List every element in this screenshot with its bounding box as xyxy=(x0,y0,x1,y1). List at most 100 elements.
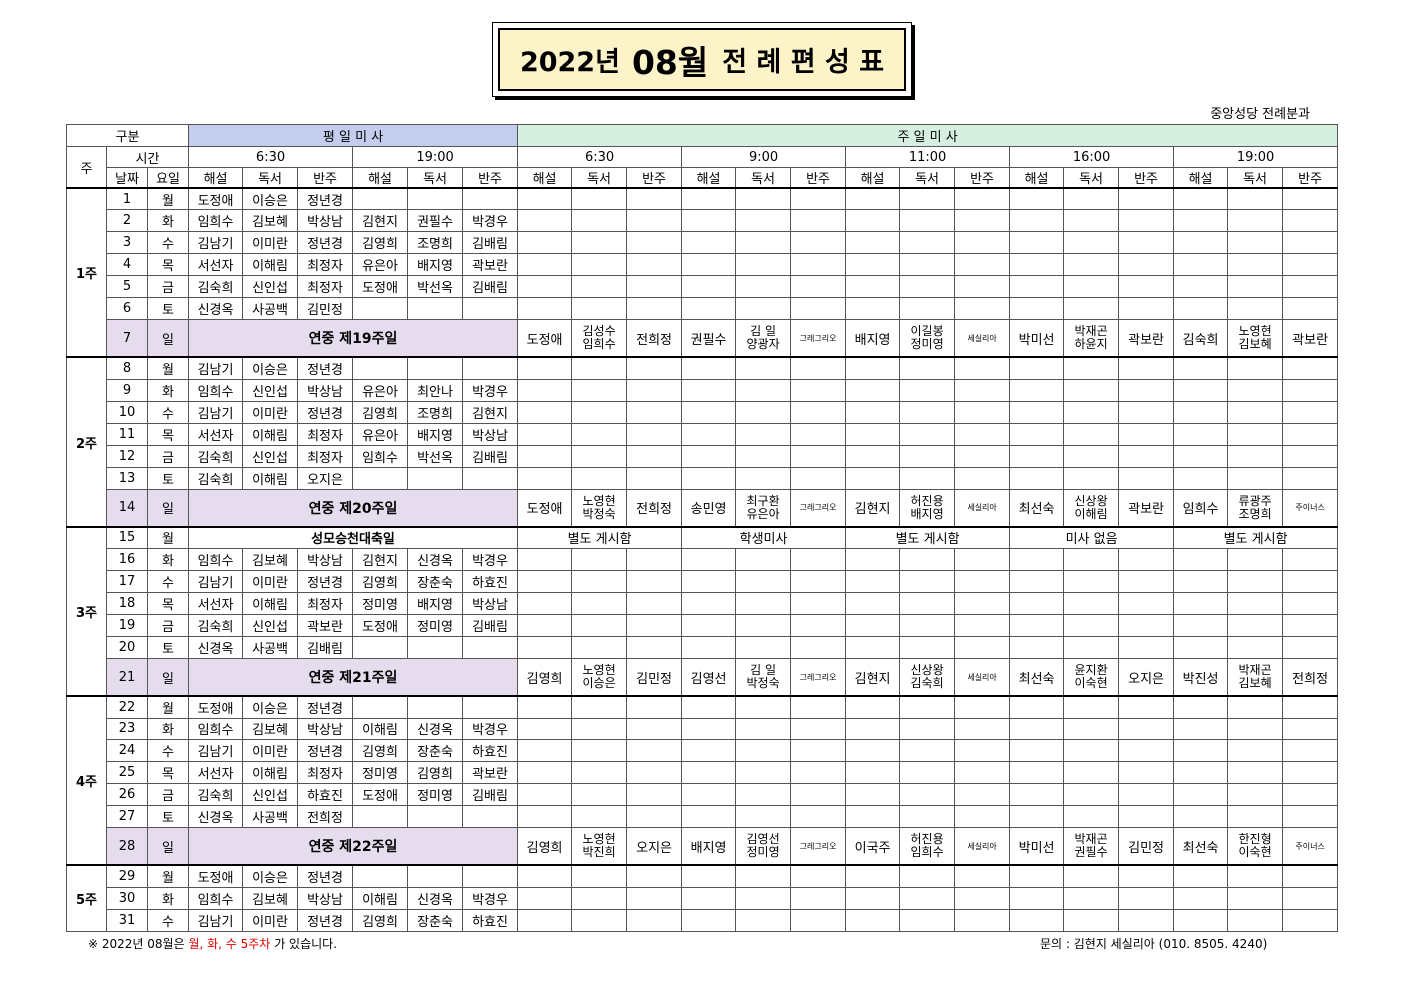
date-cell: 25 xyxy=(106,761,148,785)
empty-cell xyxy=(571,761,628,785)
empty-cell xyxy=(735,231,792,255)
empty-cell xyxy=(626,231,683,255)
empty-cell xyxy=(1009,548,1065,572)
weekday-assignee: 신경옥 xyxy=(188,635,244,659)
day-cell: 수 xyxy=(146,231,190,255)
empty-cell xyxy=(681,695,737,719)
empty-cell xyxy=(1063,253,1120,277)
sunday-assignee: 김성수 임희수 xyxy=(571,319,628,358)
empty-cell xyxy=(1173,466,1229,490)
weekday-assignee: 신인섭 xyxy=(242,444,299,468)
empty-cell xyxy=(1173,695,1229,719)
empty-cell xyxy=(1009,466,1065,490)
empty-cell xyxy=(626,614,683,637)
empty-cell xyxy=(790,253,847,277)
date-cell: 23 xyxy=(106,717,148,741)
date-cell: 11 xyxy=(106,422,148,446)
empty-cell xyxy=(681,592,737,616)
date-cell: 1 xyxy=(106,187,148,211)
empty-cell xyxy=(954,187,1011,211)
empty-cell xyxy=(1118,592,1175,616)
date-cell: 10 xyxy=(106,400,148,424)
weekday-assignee: 이해림 xyxy=(242,253,299,277)
sunday-title: 연중 제21주일 xyxy=(188,657,519,697)
empty-cell xyxy=(1063,378,1120,402)
empty-cell xyxy=(1063,761,1120,785)
day-cell: 금 xyxy=(146,444,190,468)
empty-cell xyxy=(1227,805,1284,829)
empty-cell xyxy=(899,805,956,829)
sunday-assignee: 김영선 xyxy=(681,657,737,697)
header-sunday-time: 9:00 xyxy=(681,146,847,168)
header-sunday-mass: 주 일 미 사 xyxy=(517,123,1339,148)
date-cell: 8 xyxy=(106,356,148,380)
footer-note: ※ 2022년 08월은 월, 화, 수 5주차 가 있습니다. xyxy=(88,935,337,952)
empty-cell xyxy=(517,378,573,402)
day-cell: 수 xyxy=(146,908,190,933)
sunday-assignee: 박진성 xyxy=(1173,657,1229,697)
weekday-assignee: 도정애 xyxy=(352,614,409,637)
empty-cell xyxy=(899,444,956,468)
header-date: 날짜 xyxy=(106,166,148,189)
sunday-assignee: 노영현 이승은 xyxy=(571,657,628,697)
weekday-assignee xyxy=(462,695,519,719)
empty-cell xyxy=(626,275,683,299)
empty-cell xyxy=(790,695,847,719)
empty-cell xyxy=(899,253,956,277)
empty-cell xyxy=(735,187,792,211)
sunday-assignee: 윤지환 이숙현 xyxy=(1063,657,1120,697)
sunday-assignee: 전희정 xyxy=(626,319,683,358)
weekday-assignee: 김현지 xyxy=(462,400,519,424)
empty-cell xyxy=(1282,908,1339,933)
empty-cell xyxy=(517,635,573,659)
empty-cell xyxy=(1009,805,1065,829)
empty-cell xyxy=(681,400,737,424)
weekday-assignee xyxy=(352,356,409,380)
header-category: 구분 xyxy=(65,123,190,148)
weekday-assignee xyxy=(352,805,409,829)
weekday-assignee: 이해림 xyxy=(242,466,299,490)
weekday-assignee: 임희수 xyxy=(188,548,244,572)
empty-cell xyxy=(1009,297,1065,321)
weekday-assignee: 배지영 xyxy=(407,422,464,446)
weekday-assignee: 김영희 xyxy=(352,908,409,933)
empty-cell xyxy=(954,783,1011,807)
weekday-assignee xyxy=(462,635,519,659)
empty-cell xyxy=(1009,717,1065,741)
sunday-assignee: 김 일 양광자 xyxy=(735,319,792,358)
sunday-assignee: 이길봉 정미영 xyxy=(899,319,956,358)
weekday-assignee: 김숙희 xyxy=(188,783,244,807)
weekday-assignee: 박선옥 xyxy=(407,275,464,299)
weekday-assignee: 최정자 xyxy=(297,275,354,299)
weekday-assignee: 최정자 xyxy=(297,253,354,277)
empty-cell xyxy=(845,739,901,763)
date-cell: 30 xyxy=(106,886,148,910)
date-cell: 3 xyxy=(106,231,148,255)
empty-cell xyxy=(1063,444,1120,468)
empty-cell xyxy=(899,378,956,402)
sunday-assignee: 송민영 xyxy=(681,488,737,528)
header-role: 독서 xyxy=(571,166,628,189)
day-cell: 월 xyxy=(146,187,190,211)
empty-cell xyxy=(845,548,901,572)
empty-cell xyxy=(1118,297,1175,321)
date-cell: 24 xyxy=(106,739,148,763)
header-sunday-time: 6:30 xyxy=(517,146,683,168)
weekday-assignee xyxy=(407,356,464,380)
empty-cell xyxy=(954,356,1011,380)
empty-cell xyxy=(1009,908,1065,933)
header-role: 반주 xyxy=(462,166,519,189)
empty-cell xyxy=(626,635,683,659)
weekday-assignee: 장춘숙 xyxy=(407,908,464,933)
empty-cell xyxy=(1282,635,1339,659)
empty-cell xyxy=(954,253,1011,277)
date-cell: 29 xyxy=(106,864,148,888)
weekday-assignee: 최안나 xyxy=(407,378,464,402)
empty-cell xyxy=(1063,695,1120,719)
empty-cell xyxy=(1227,695,1284,719)
empty-cell xyxy=(517,253,573,277)
empty-cell xyxy=(954,231,1011,255)
sunday-title: 연중 제22주일 xyxy=(188,827,519,866)
weekday-assignee: 김배림 xyxy=(462,275,519,299)
empty-cell xyxy=(1282,783,1339,807)
